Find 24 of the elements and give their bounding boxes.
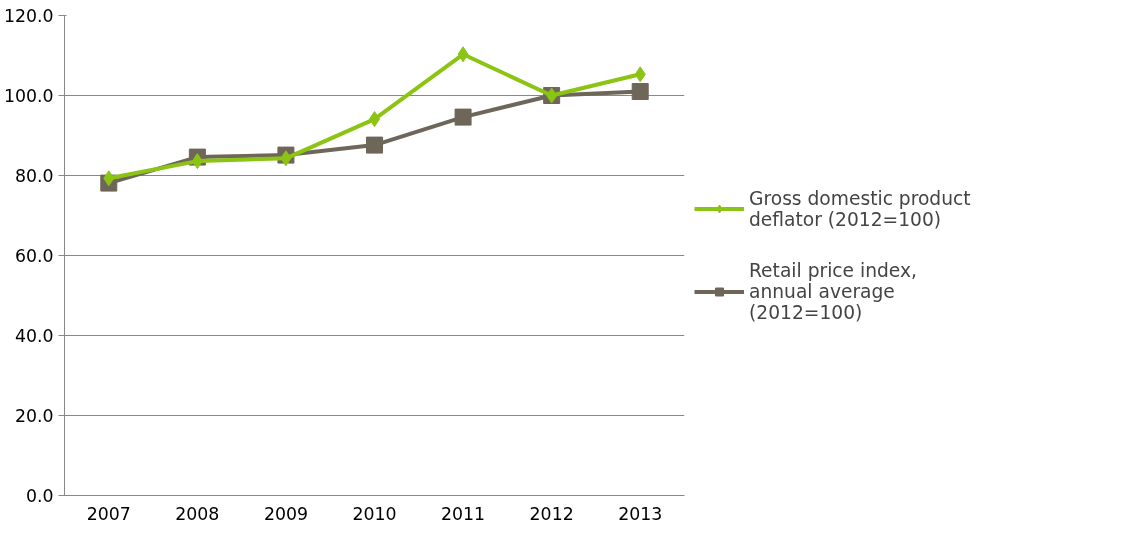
y-tick-label: 0.0 [25, 486, 54, 506]
point [631, 83, 649, 100]
x-tick-label: 2009 [263, 503, 308, 524]
point [366, 136, 383, 154]
y-tick-label: 120.0 [3, 6, 54, 26]
y-tick-label: 60.0 [14, 246, 54, 266]
point [454, 108, 472, 126]
x-tick-label: 2008 [175, 503, 220, 524]
point [103, 170, 115, 187]
point [634, 66, 646, 83]
x-tick-label: 2013 [618, 503, 663, 524]
y-tick-label: 20.0 [14, 406, 54, 426]
x-tick-label: 2011 [441, 503, 486, 524]
legend-label: Retail price index, annual average (2012=100) [749, 259, 917, 323]
point [457, 46, 469, 63]
x-tick-label: 2007 [86, 503, 131, 524]
legend-label: Gross domestic product deflator (2012=100) [749, 187, 971, 230]
point [280, 150, 292, 167]
y-tick-label: 100.0 [3, 86, 54, 106]
y-tick-label: 40.0 [14, 326, 54, 346]
point [191, 153, 203, 170]
x-tick-label: 2010 [352, 503, 397, 524]
y-tick-label: 80.0 [14, 166, 54, 186]
x-tick-label: 2012 [529, 503, 574, 524]
